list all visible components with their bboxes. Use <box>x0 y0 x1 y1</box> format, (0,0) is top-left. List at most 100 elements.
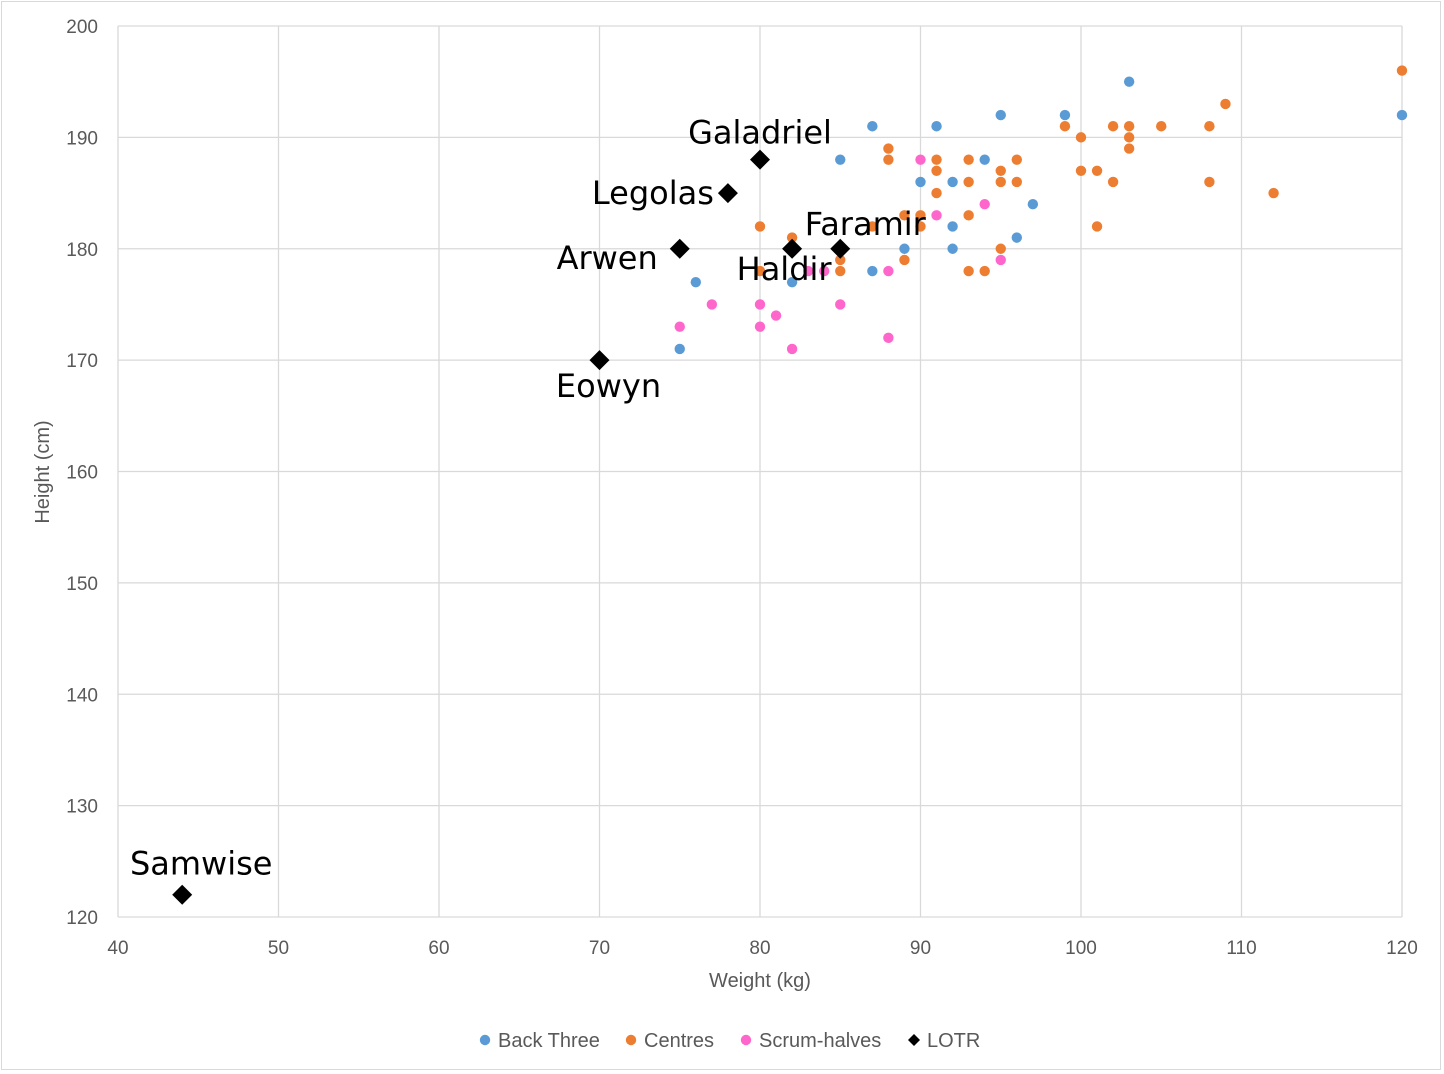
x-tick-label-120: 120 <box>1386 938 1418 959</box>
y-tick-label-130: 130 <box>66 797 98 818</box>
centres-point <box>1268 187 1279 199</box>
centres-point <box>995 165 1006 176</box>
back-three-point <box>979 154 990 165</box>
x-tick-label-60: 60 <box>428 938 449 959</box>
back-three-point <box>995 109 1006 121</box>
back-three-point <box>1059 109 1071 121</box>
y-tick-label-190: 190 <box>66 128 98 149</box>
y-tick-label-180: 180 <box>66 240 98 261</box>
point-label-galadriel: Galadriel <box>688 114 832 152</box>
centres-point <box>963 176 974 188</box>
lotr-point-legolas <box>717 183 738 204</box>
point-label-arwen: Arwen <box>557 239 658 277</box>
centres-point <box>963 154 974 165</box>
legend-marker-lotr <box>908 1034 920 1046</box>
data-points <box>172 65 1408 905</box>
x-tick-label-40: 40 <box>107 938 128 959</box>
scrum-halves-point <box>931 210 942 221</box>
x-tick-label-70: 70 <box>589 938 610 959</box>
lotr-point-galadriel <box>750 149 770 170</box>
centres-point <box>1075 165 1087 176</box>
scrum-halves-point <box>995 254 1006 266</box>
y-tick-label-150: 150 <box>66 574 98 595</box>
legend-label-centres: Centres <box>644 1030 714 1052</box>
centres-point <box>883 143 894 154</box>
y-tick-label-140: 140 <box>66 685 98 706</box>
x-tick-label-80: 80 <box>749 938 770 959</box>
scrum-halves-point <box>706 299 718 310</box>
legend-label-lotr: LOTR <box>927 1030 980 1052</box>
centres-point <box>1204 176 1215 188</box>
lotr-point-eowyn <box>589 350 610 371</box>
centres-point <box>899 210 910 221</box>
legend-marker-centres <box>625 1034 637 1046</box>
x-tick-label-90: 90 <box>910 938 931 959</box>
back-three-point <box>690 276 701 288</box>
centres-point <box>883 154 894 165</box>
centres-point <box>995 176 1006 188</box>
centres-point <box>786 232 798 243</box>
centres-point <box>1220 98 1231 110</box>
centres-point <box>754 265 766 277</box>
centres-point <box>1123 121 1135 132</box>
centres-point <box>995 243 1006 254</box>
gridlines <box>117 25 1403 918</box>
lotr-point-arwen <box>669 238 690 259</box>
centres-point <box>1107 176 1119 188</box>
centres-point <box>1123 132 1135 143</box>
scrum-halves-point <box>915 154 926 165</box>
scrum-halves-point <box>802 265 814 277</box>
lotr-point-haldir <box>782 238 803 259</box>
centres-point <box>835 265 846 277</box>
scrum-halves-point <box>770 310 782 321</box>
centres-point <box>1091 165 1103 176</box>
centres-point <box>963 265 974 277</box>
centres-point <box>915 210 926 221</box>
lotr-point-samwise <box>172 884 193 905</box>
back-three-point <box>835 154 846 165</box>
back-three-point <box>947 176 958 188</box>
back-three-point <box>947 221 958 232</box>
y-tick-label-200: 200 <box>66 17 98 38</box>
centres-point <box>1059 121 1071 132</box>
point-label-samwise: Samwise <box>130 845 273 883</box>
legend-label-back-three: Back Three <box>498 1030 600 1052</box>
centres-point <box>963 210 974 221</box>
centres-point <box>979 265 990 277</box>
centres-point <box>754 221 766 232</box>
x-tick-label-100: 100 <box>1065 938 1097 959</box>
scrum-halves-point <box>883 332 894 344</box>
centres-point <box>1107 121 1119 132</box>
centres-point <box>1123 143 1135 154</box>
point-label-faramir: Faramir <box>805 205 927 243</box>
legend-marker-scrum-halves <box>740 1034 752 1046</box>
scrum-halves-point <box>754 321 766 332</box>
centres-point <box>931 187 942 199</box>
back-three-point <box>1011 232 1022 243</box>
point-label-legolas: Legolas <box>592 174 714 212</box>
back-three-point <box>915 176 926 188</box>
centres-point <box>899 254 910 266</box>
centres-point <box>1091 221 1103 232</box>
back-three-point <box>1396 109 1408 121</box>
scrum-halves-point <box>819 265 830 277</box>
centres-point <box>1396 65 1408 76</box>
x-tick-label-50: 50 <box>268 938 289 959</box>
centres-point <box>1011 154 1022 165</box>
centres-point <box>931 165 942 176</box>
scrum-halves-point <box>674 321 685 332</box>
x-axis-label: Weight (kg) <box>709 970 811 992</box>
point-label-haldir: Haldir <box>737 250 833 288</box>
y-tick-label-160: 160 <box>66 463 98 484</box>
centres-point <box>835 254 846 266</box>
centres-point <box>915 221 926 232</box>
legend-marker-back-three <box>479 1034 491 1046</box>
back-three-point <box>947 243 958 254</box>
centres-point <box>1011 176 1022 188</box>
centres-point <box>1156 121 1167 132</box>
back-three-point <box>674 343 685 355</box>
y-tick-label-170: 170 <box>66 351 98 372</box>
back-three-point <box>1027 199 1039 210</box>
scrum-halves-point <box>754 299 766 310</box>
